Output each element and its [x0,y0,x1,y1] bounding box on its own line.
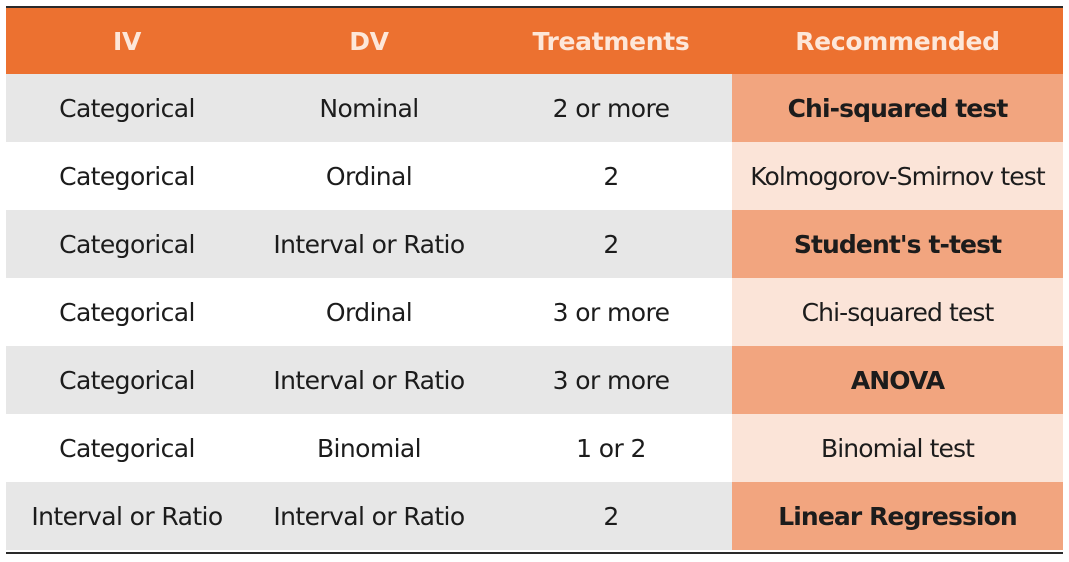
cell-dv: Binomial [248,414,490,482]
cell-dv: Interval or Ratio [248,210,490,278]
cell-recommended: Student's t-test [732,210,1063,278]
table-row: Categorical Interval or Ratio 2 Student'… [6,210,1063,278]
header-dv: DV [248,8,490,74]
cell-dv: Interval or Ratio [248,346,490,414]
header-iv: IV [6,8,248,74]
cell-iv: Categorical [6,210,248,278]
table-row: Categorical Ordinal 2 Kolmogorov-Smirnov… [6,142,1063,210]
table-row: Categorical Ordinal 3 or more Chi-square… [6,278,1063,346]
cell-treatments: 3 or more [490,278,732,346]
cell-treatments: 2 [490,142,732,210]
cell-iv: Interval or Ratio [6,482,248,550]
cell-iv: Categorical [6,142,248,210]
cell-recommended: Binomial test [732,414,1063,482]
header-row: IV DV Treatments Recommended [6,8,1063,74]
cell-recommended: Linear Regression [732,482,1063,550]
cell-treatments: 3 or more [490,346,732,414]
cell-dv: Nominal [248,74,490,142]
table-row: Categorical Interval or Ratio 3 or more … [6,346,1063,414]
cell-recommended: Kolmogorov-Smirnov test [732,142,1063,210]
cell-dv: Ordinal [248,278,490,346]
cell-treatments: 2 [490,482,732,550]
cell-dv: Ordinal [248,142,490,210]
cell-treatments: 1 or 2 [490,414,732,482]
cell-treatments: 2 [490,210,732,278]
cell-recommended: ANOVA [732,346,1063,414]
cell-iv: Categorical [6,74,248,142]
cell-iv: Categorical [6,278,248,346]
table-row: Categorical Nominal 2 or more Chi-square… [6,74,1063,142]
table-bottom-border [6,552,1063,554]
header-treatments: Treatments [490,8,732,74]
table-row: Categorical Binomial 1 or 2 Binomial tes… [6,414,1063,482]
cell-iv: Categorical [6,346,248,414]
header-recommended: Recommended [732,8,1063,74]
cell-treatments: 2 or more [490,74,732,142]
cell-recommended: Chi-squared test [732,278,1063,346]
table-row: Interval or Ratio Interval or Ratio 2 Li… [6,482,1063,550]
cell-dv: Interval or Ratio [248,482,490,550]
cell-recommended: Chi-squared test [732,74,1063,142]
table-top-border [6,6,1063,8]
statistical-test-table: IV DV Treatments Recommended Categorical… [6,8,1063,550]
cell-iv: Categorical [6,414,248,482]
